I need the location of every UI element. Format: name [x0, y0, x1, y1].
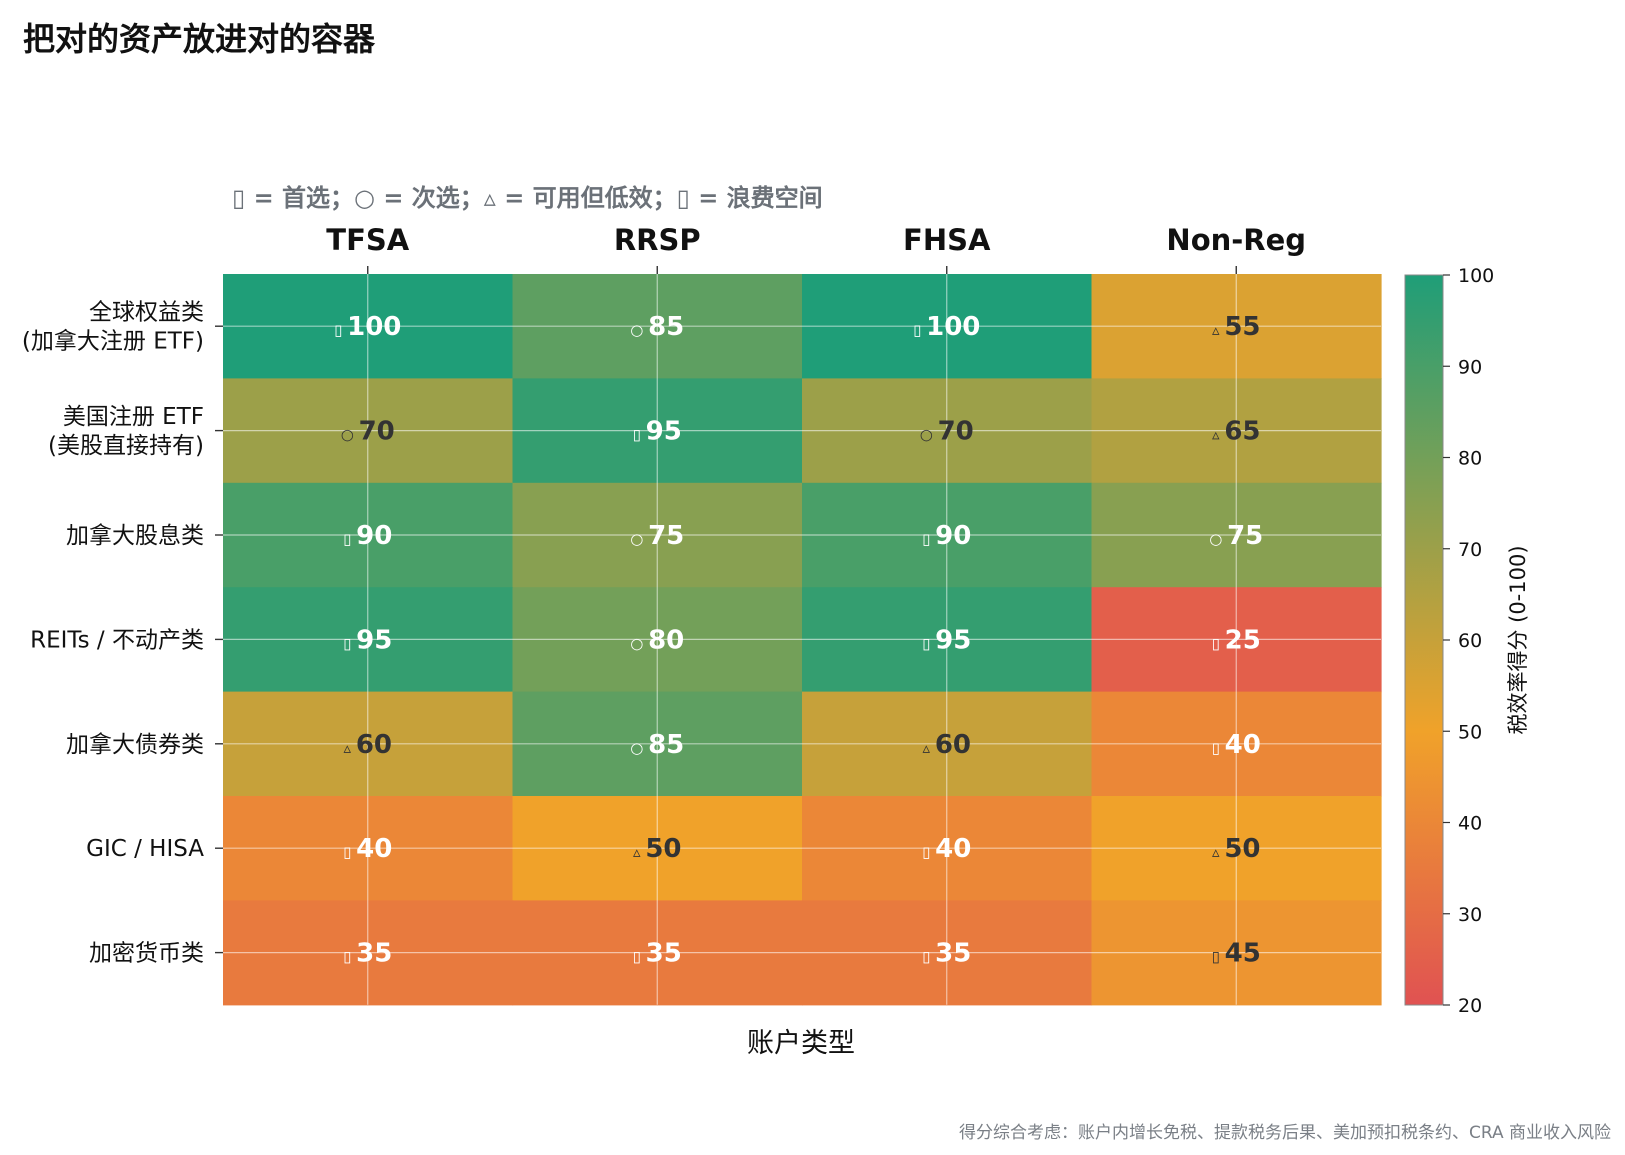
chart-title: 把对的资产放进对的容器 [23, 20, 376, 58]
row-label: 全球权益类 [89, 300, 204, 326]
row-label: (加拿大注册 ETF) [22, 328, 204, 355]
cell-value-label: ○ 75 [630, 521, 684, 551]
column-labels: TFSA RRSP FHSA Non-Reg [326, 223, 1306, 257]
cell-value-label: ▵ 50 [633, 834, 682, 864]
cell-value-label: ▯ 35 [343, 939, 392, 969]
row-label: 加拿大股息类 [66, 522, 204, 549]
row-label: 加拿大债券类 [66, 731, 204, 758]
cell-value-label: ▵ 55 [1212, 312, 1261, 342]
colorbar-label: 税效率得分 (0-100) [1506, 545, 1530, 734]
colorbar-tick-label: 30 [1458, 904, 1482, 926]
cell-value-label: ▯ 90 [922, 521, 971, 551]
cell-value-label: ▵ 60 [923, 730, 972, 760]
cell-value-label: ▯ 95 [922, 625, 971, 655]
colorbar-tick-label: 80 [1458, 448, 1482, 470]
symbol-legend: ▯ = 首选；○ = 次选；▵ = 可用但低效；▯ = 浪费空间 [232, 184, 823, 212]
cell-value-label: ▯ 35 [922, 939, 971, 969]
colorbar-tick-label: 100 [1458, 265, 1494, 287]
colorbar-tick-label: 40 [1458, 813, 1482, 835]
cell-value-label: ○ 75 [1209, 521, 1263, 551]
cell-value-label: ▯ 40 [1212, 730, 1261, 760]
cell-value-label: ○ 85 [630, 730, 684, 760]
column-label: RRSP [614, 223, 701, 257]
cell-value-label: ▯ 95 [343, 625, 392, 655]
row-label: 加密货币类 [89, 941, 204, 967]
cell-value-label: ▵ 65 [1212, 417, 1261, 447]
cell-value-label: ▵ 60 [344, 730, 393, 760]
colorbar-tick-label: 60 [1458, 630, 1482, 652]
colorbar-gradient [1404, 274, 1444, 1006]
row-label: GIC / HISA [86, 836, 204, 862]
column-label: TFSA [326, 223, 409, 257]
cell-value-label: ▯ 40 [922, 834, 971, 864]
column-label: FHSA [903, 223, 991, 257]
x-axis-label: 账户类型 [747, 1028, 855, 1059]
row-label: 美国注册 ETF [63, 404, 204, 430]
cell-value-label: ▯ 35 [633, 939, 682, 969]
colorbar-tick-label: 20 [1458, 995, 1482, 1017]
cell-value-label: ▵ 50 [1212, 834, 1261, 864]
grid-lines [215, 266, 1381, 1005]
cell-value-label: ○ 85 [630, 312, 684, 342]
colorbar-tick-label: 90 [1458, 356, 1482, 378]
cell-value-label: ○ 80 [630, 625, 684, 655]
row-labels: 全球权益类(加拿大注册 ETF) 美国注册 ETF (美股直接持有) 加拿大股息类 RE… [22, 300, 204, 967]
cell-value-label: ▯ 45 [1212, 939, 1261, 969]
cell-labels: ▯ 100 ○ 85 ▯ 100 ▵ 55 ○ 70 ▯ 95 ○ 70 ▵ 65 ▯ 90 ○ … [334, 312, 1263, 968]
cell-value-label: ▯ 95 [633, 417, 682, 447]
colorbar: 100 90 80 70 60 50 40 30 20 [1404, 265, 1494, 1017]
cell-value-label: ▯ 25 [1212, 625, 1261, 655]
cell-value-label: ○ 70 [341, 417, 395, 447]
cell-value-label: ○ 70 [920, 417, 974, 447]
cell-value-label: ▯ 100 [913, 312, 980, 342]
cell-value-label: ▯ 40 [343, 834, 392, 864]
row-label: (美股直接持有) [48, 433, 204, 459]
row-label: REITs / 不动产类 [30, 627, 204, 653]
colorbar-tick-label: 70 [1458, 539, 1482, 561]
cell-value-label: ▯ 100 [334, 312, 401, 342]
column-label: Non-Reg [1166, 223, 1306, 257]
cell-value-label: ▯ 90 [343, 521, 392, 551]
footnote: 得分综合考虑：账户内增长免税、提款税务后果、美加预扣税条约、CRA 商业收入风险 [958, 1123, 1611, 1143]
colorbar-tick-label: 50 [1458, 721, 1482, 743]
